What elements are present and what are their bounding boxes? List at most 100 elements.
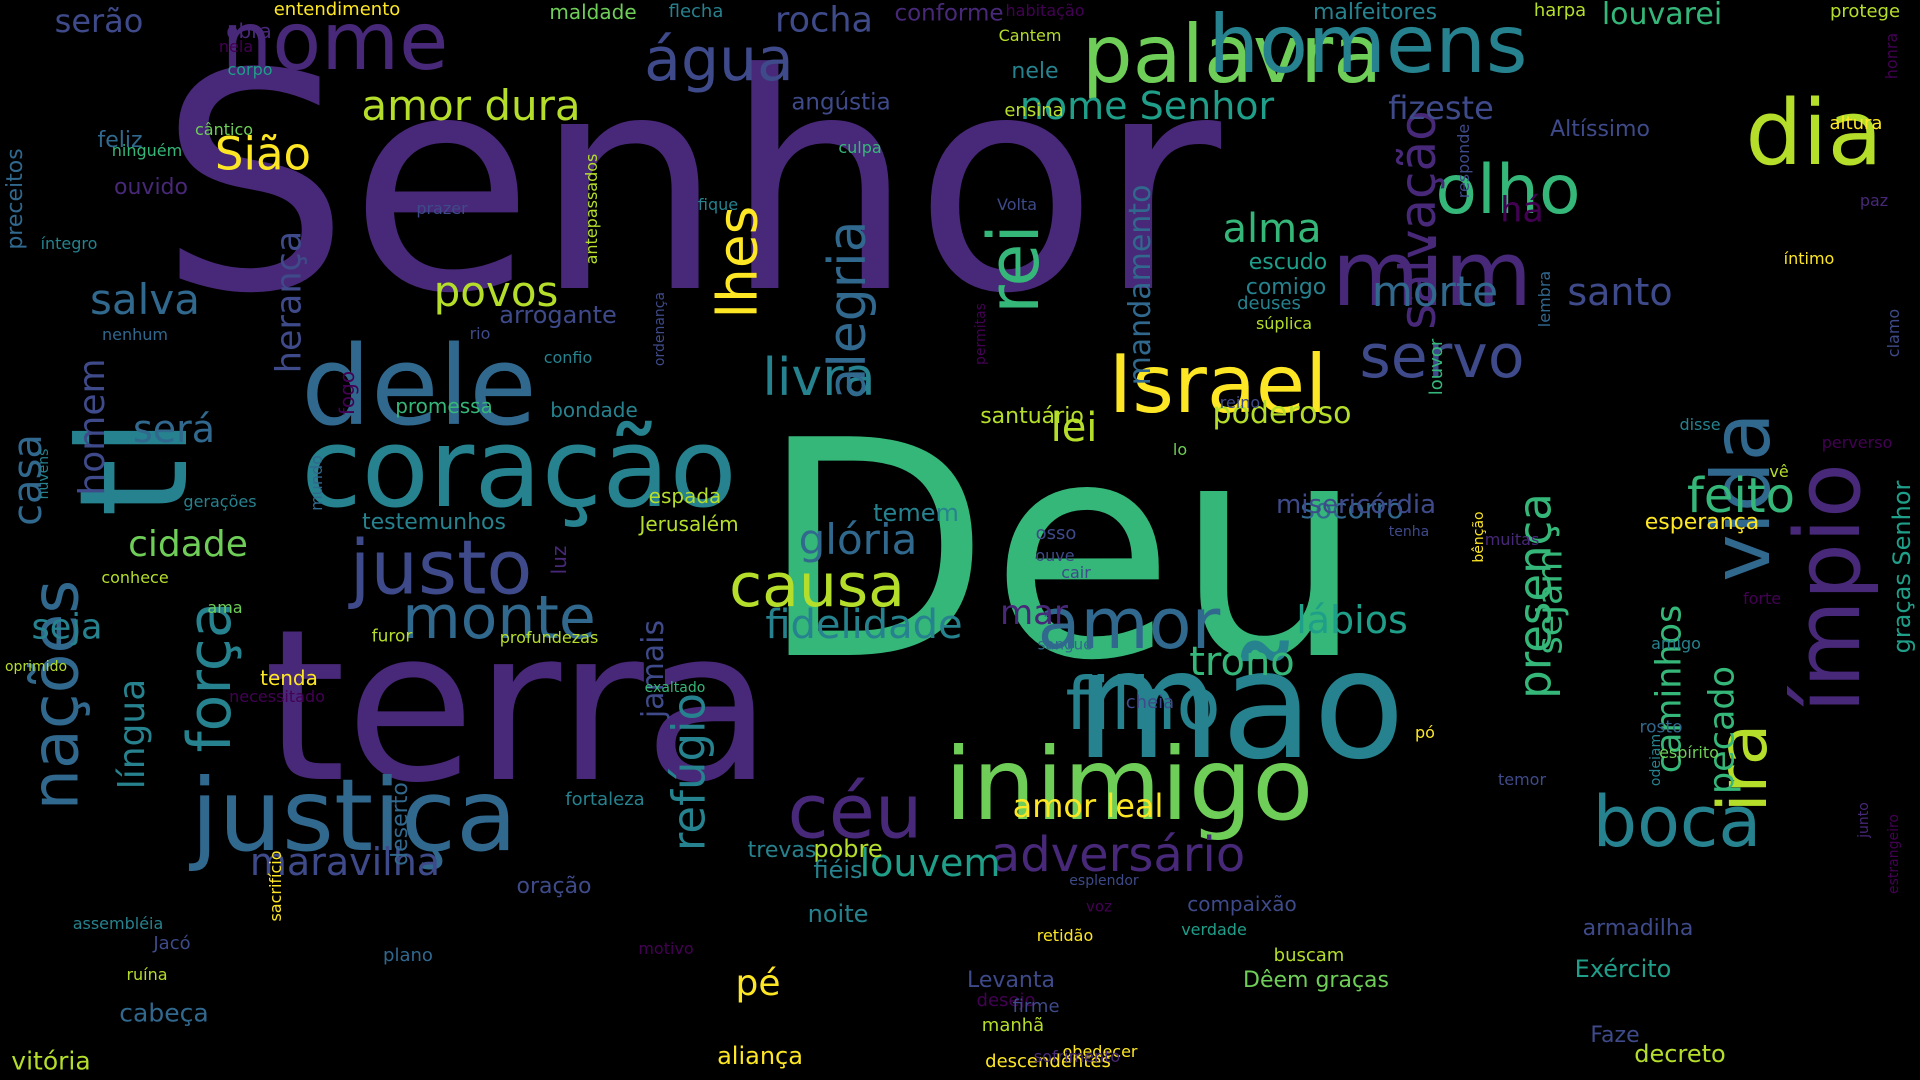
- cloud-word: santo: [1567, 270, 1673, 314]
- cloud-word: alegria: [818, 220, 878, 400]
- cloud-word: compaixão: [1187, 892, 1297, 916]
- cloud-word: Deu: [759, 377, 1365, 726]
- cloud-word: paz: [1859, 191, 1889, 210]
- cloud-word: gerações: [183, 492, 257, 511]
- cloud-word: comigo: [1245, 275, 1327, 300]
- cloud-word: fortaleza: [565, 789, 645, 810]
- cloud-word: nele: [1011, 59, 1059, 84]
- cloud-word: nenhum: [102, 325, 168, 344]
- cloud-word: mundo: [307, 455, 326, 511]
- cloud-word: justo: [349, 523, 533, 612]
- cloud-word: graças Senhor: [1888, 480, 1916, 654]
- cloud-word: noite: [807, 900, 869, 928]
- cloud-word: socorro: [1300, 492, 1404, 525]
- cloud-word: verdade: [1181, 920, 1247, 939]
- cloud-word: angústia: [791, 89, 891, 116]
- cloud-word: oprimido: [4, 659, 68, 675]
- cloud-word: poderoso: [1212, 396, 1352, 431]
- cloud-word: amor dura: [361, 81, 581, 130]
- cloud-word: oração: [516, 874, 592, 899]
- cloud-word: cabeça: [119, 998, 209, 1028]
- cloud-word: harpa: [1533, 0, 1587, 21]
- cloud-word: rosto: [1639, 717, 1683, 738]
- cloud-word: armadilha: [1582, 916, 1694, 941]
- cloud-word: antepassados: [582, 153, 601, 265]
- cloud-word: testemunhos: [362, 510, 506, 535]
- cloud-word: tenha: [1388, 524, 1430, 540]
- cloud-word: aliança: [717, 1042, 803, 1070]
- cloud-word: espada: [648, 484, 722, 508]
- cloud-word: ordenança: [652, 291, 668, 367]
- cloud-word: corpo: [227, 60, 273, 79]
- cloud-word: nome: [221, 0, 449, 88]
- cloud-word: mar: [1000, 593, 1068, 633]
- cloud-word: odeiam: [1648, 733, 1664, 787]
- cloud-word: alma: [1222, 206, 1322, 252]
- cloud-word: boca: [1592, 781, 1762, 863]
- cloud-word: lo: [1172, 440, 1188, 459]
- cloud-word: Altíssimo: [1550, 117, 1650, 142]
- cloud-word: será: [132, 407, 216, 451]
- cloud-word: permitas: [973, 303, 989, 365]
- cloud-word: íntimo: [1783, 249, 1835, 268]
- cloud-word: Senhor: [158, 10, 1222, 359]
- cloud-word: homens: [1208, 0, 1528, 91]
- cloud-word: fique: [697, 195, 739, 214]
- cloud-word: ímpio: [1776, 463, 1881, 713]
- cloud-word: súplica: [1255, 314, 1313, 333]
- cloud-word: íntegro: [40, 234, 98, 253]
- cloud-word: promessa: [395, 394, 493, 418]
- cloud-word: obra: [226, 19, 272, 43]
- cloud-word: temor: [1497, 770, 1547, 789]
- cloud-word: deuses: [1237, 293, 1301, 314]
- cloud-word: salva: [90, 275, 200, 324]
- cloud-word: herança: [269, 230, 310, 374]
- cloud-word: jamais: [636, 619, 671, 719]
- cloud-word: fizeste: [1388, 89, 1494, 127]
- cloud-word: culpa: [838, 138, 882, 157]
- cloud-word: descendentes: [985, 1051, 1111, 1072]
- cloud-word: retidão: [1036, 926, 1094, 945]
- cloud-word: sofrimento: [1033, 1047, 1121, 1066]
- cloud-word: fogo: [335, 370, 359, 416]
- cloud-word: conforme: [894, 0, 1004, 27]
- cloud-word: firme: [1012, 996, 1060, 1017]
- cloud-word: pó: [1415, 723, 1435, 742]
- cloud-word: motivo: [638, 939, 694, 958]
- cloud-word: reino: [1219, 393, 1261, 412]
- cloud-word: morte: [1371, 267, 1499, 316]
- cloud-word: ama: [207, 598, 243, 617]
- cloud-word: monte: [402, 583, 596, 653]
- cloud-word: cair: [1061, 563, 1091, 582]
- cloud-word: furor: [371, 626, 413, 647]
- cloud-word: preceitos: [3, 148, 28, 250]
- cloud-word: Israel: [1108, 338, 1328, 431]
- cloud-word: protege: [1829, 1, 1901, 22]
- cloud-word: pecado: [1702, 665, 1743, 795]
- cloud-word: junto: [1856, 802, 1872, 838]
- cloud-word: cheia: [1125, 692, 1175, 713]
- cloud-word: mão: [1075, 619, 1405, 793]
- cloud-word: Levanta: [967, 968, 1055, 993]
- cloud-word: sangue: [1037, 635, 1093, 654]
- cloud-word: esplendor: [1069, 873, 1139, 889]
- cloud-word: louvarei: [1601, 0, 1723, 32]
- cloud-word: sacrifício: [266, 850, 285, 922]
- cloud-word: conhece: [101, 568, 169, 587]
- cloud-word: amor leal: [1012, 787, 1164, 825]
- cloud-word: fiéis: [813, 856, 863, 884]
- cloud-word: feito: [1687, 468, 1795, 524]
- cloud-word: exaltado: [644, 680, 706, 696]
- cloud-word: rei: [973, 224, 1055, 314]
- cloud-word: perverso: [1821, 433, 1893, 452]
- cloud-word: flecha: [668, 1, 724, 22]
- cloud-word: Exército: [1574, 955, 1672, 983]
- cloud-word: justiça: [190, 757, 518, 874]
- cloud-word: espírito: [1659, 743, 1719, 762]
- cloud-word: misericórdia: [1275, 490, 1437, 520]
- cloud-word: necessitado: [229, 687, 325, 706]
- cloud-word: Volta: [996, 195, 1038, 214]
- cloud-word: trono: [1189, 639, 1295, 685]
- cloud-word: há: [1500, 190, 1544, 231]
- cloud-word: arrogante: [499, 301, 617, 329]
